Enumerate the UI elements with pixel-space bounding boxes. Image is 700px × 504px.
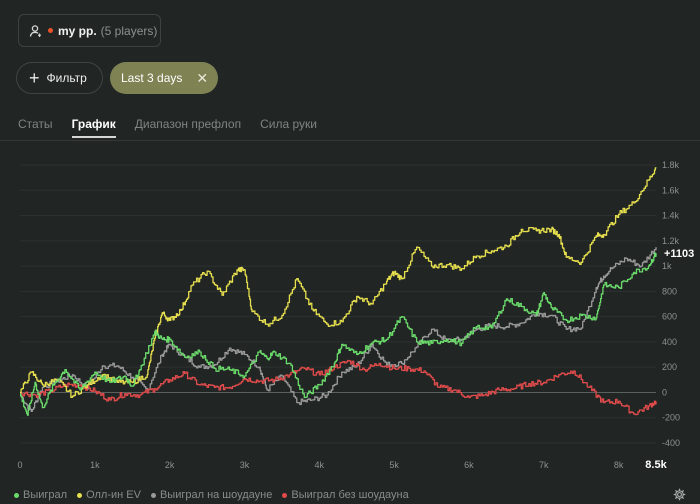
legend-item-non-showdown[interactable]: Выиграл без шоудауна xyxy=(282,489,409,501)
gear-icon[interactable] xyxy=(673,488,686,501)
status-dot xyxy=(48,28,53,33)
x-tick-label: 6k xyxy=(464,460,474,470)
y-tick-label: -200 xyxy=(662,413,680,423)
close-icon[interactable]: ✕ xyxy=(196,70,209,86)
tab-hand-strength[interactable]: Сила руки xyxy=(260,117,317,131)
legend-item-allin-ev[interactable]: Олл-ин EV xyxy=(77,489,141,501)
x-end-label: 8.5k xyxy=(645,459,667,471)
y-tick-label: 400 xyxy=(662,337,677,347)
y-tick-label: 1.2k xyxy=(662,236,680,246)
chart-legend: Выиграл Олл-ин EV Выиграл на шоудауне Вы… xyxy=(14,489,419,501)
series-line-1 xyxy=(20,167,657,399)
player-group-selector[interactable]: my pp. (5 players) xyxy=(18,14,161,47)
x-tick-label: 3k xyxy=(240,460,250,470)
x-tick-label: 5k xyxy=(389,460,399,470)
winnings-chart[interactable]: 1.8k 1.6k 1.4k 1.2k 1k 800 600 400 200 0 -200 -400 0… xyxy=(0,145,700,480)
tabs-divider xyxy=(0,140,700,141)
x-tick-label: 4k xyxy=(315,460,325,470)
add-filter-button[interactable]: + Фильтр xyxy=(16,62,103,94)
tab-stats[interactable]: Статы xyxy=(18,117,53,131)
y-tick-label: 0 xyxy=(662,387,667,397)
date-filter-chip[interactable]: Last 3 days ✕ xyxy=(110,62,218,94)
y-tick-label: -400 xyxy=(662,438,680,448)
y-tick-label: 1.8k xyxy=(662,160,680,170)
legend-label: Выиграл xyxy=(23,489,68,501)
x-tick-label: 0 xyxy=(17,460,22,470)
legend-swatch xyxy=(282,492,288,498)
users-icon xyxy=(29,24,41,37)
end-value-label: +1103 xyxy=(664,248,694,260)
y-tick-label: 600 xyxy=(662,312,677,322)
legend-label: Выиграл на шоудауне xyxy=(159,489,273,501)
tab-graph[interactable]: График xyxy=(71,117,116,138)
series-line-0 xyxy=(20,252,657,416)
x-tick-label: 2k xyxy=(165,460,175,470)
y-tick-label: 1.6k xyxy=(662,185,680,195)
player-count: (5 players) xyxy=(100,23,158,38)
legend-item-won[interactable]: Выиграл xyxy=(14,489,67,501)
legend-swatch xyxy=(150,492,156,498)
x-tick-label: 8k xyxy=(614,460,624,470)
tab-preflop-range[interactable]: Диапазон префлоп xyxy=(134,117,242,131)
y-tick-label: 800 xyxy=(662,286,677,296)
add-filter-label: Фильтр xyxy=(46,71,87,85)
legend-swatch xyxy=(77,492,83,498)
series-line-2 xyxy=(20,247,657,413)
x-tick-label: 7k xyxy=(539,460,549,470)
x-tick-label: 1k xyxy=(90,460,100,470)
y-tick-label: 1.4k xyxy=(662,211,680,221)
player-group-name: my pp. xyxy=(58,23,97,38)
series-line-3 xyxy=(20,359,657,416)
legend-label: Олл-ин EV xyxy=(86,489,141,501)
legend-item-showdown[interactable]: Выиграл на шоудауне xyxy=(150,489,273,501)
y-tick-label: 1k xyxy=(662,261,672,271)
tab-bar: Статы График Диапазон префлоп Сила руки xyxy=(18,117,336,138)
legend-swatch xyxy=(14,492,19,498)
date-filter-label: Last 3 days xyxy=(121,71,183,85)
legend-label: Выиграл без шоудауна xyxy=(291,489,409,501)
y-tick-label: 200 xyxy=(662,362,677,372)
plus-icon: + xyxy=(29,68,40,88)
